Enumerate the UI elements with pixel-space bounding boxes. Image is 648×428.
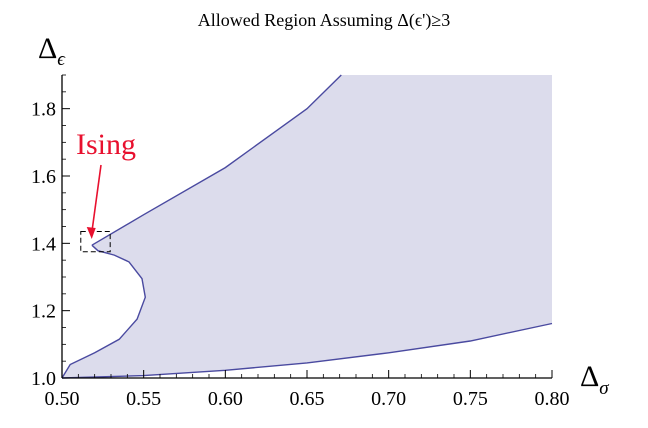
boundary-upper-branch: [91, 74, 342, 246]
y-tick-label: 1.2: [31, 301, 56, 323]
x-tick-label: 0.75: [453, 388, 488, 410]
y-axis-label-symbol: Δ: [38, 32, 57, 65]
x-tick-label: 0.60: [208, 388, 243, 410]
annotations: Ising: [76, 128, 136, 253]
allowed-region-fill: [62, 75, 552, 378]
x-axis-label-symbol: Δ: [580, 360, 599, 393]
x-tick-label: 0.55: [126, 388, 161, 410]
x-axis-label-subscript: σ: [599, 378, 609, 399]
y-axis-label: Δϵ: [38, 32, 66, 70]
ticks: 0.50 0.55 0.60 0.65 0.70 0.75 0.80 1.0 1.2 1.4 1.6…: [31, 74, 570, 410]
y-tick-label: 1.0: [31, 368, 56, 390]
ising-arrow-head: [86, 227, 96, 240]
plot-area: [61, 74, 553, 379]
x-tick-label: 0.80: [535, 388, 570, 410]
y-tick-label: 1.6: [31, 166, 56, 188]
x-tick-label: 0.70: [371, 388, 406, 410]
y-axis-label-subscript: ϵ: [57, 49, 66, 70]
ising-arrow-shaft: [90, 164, 102, 234]
x-tick-label: 0.65: [290, 388, 325, 410]
y-tick-label: 1.4: [31, 233, 56, 255]
ising-label: Ising: [76, 128, 136, 161]
y-tick-label: 1.8: [31, 99, 56, 121]
chart-title: Allowed Region Assuming Δ(ϵ')≥3: [198, 10, 450, 31]
ising-highlight-box: [80, 231, 111, 253]
x-axis-label: Δσ: [580, 360, 609, 399]
x-tick-label: 0.50: [45, 388, 80, 410]
boundary-kink-lower-branch: [61, 244, 147, 379]
